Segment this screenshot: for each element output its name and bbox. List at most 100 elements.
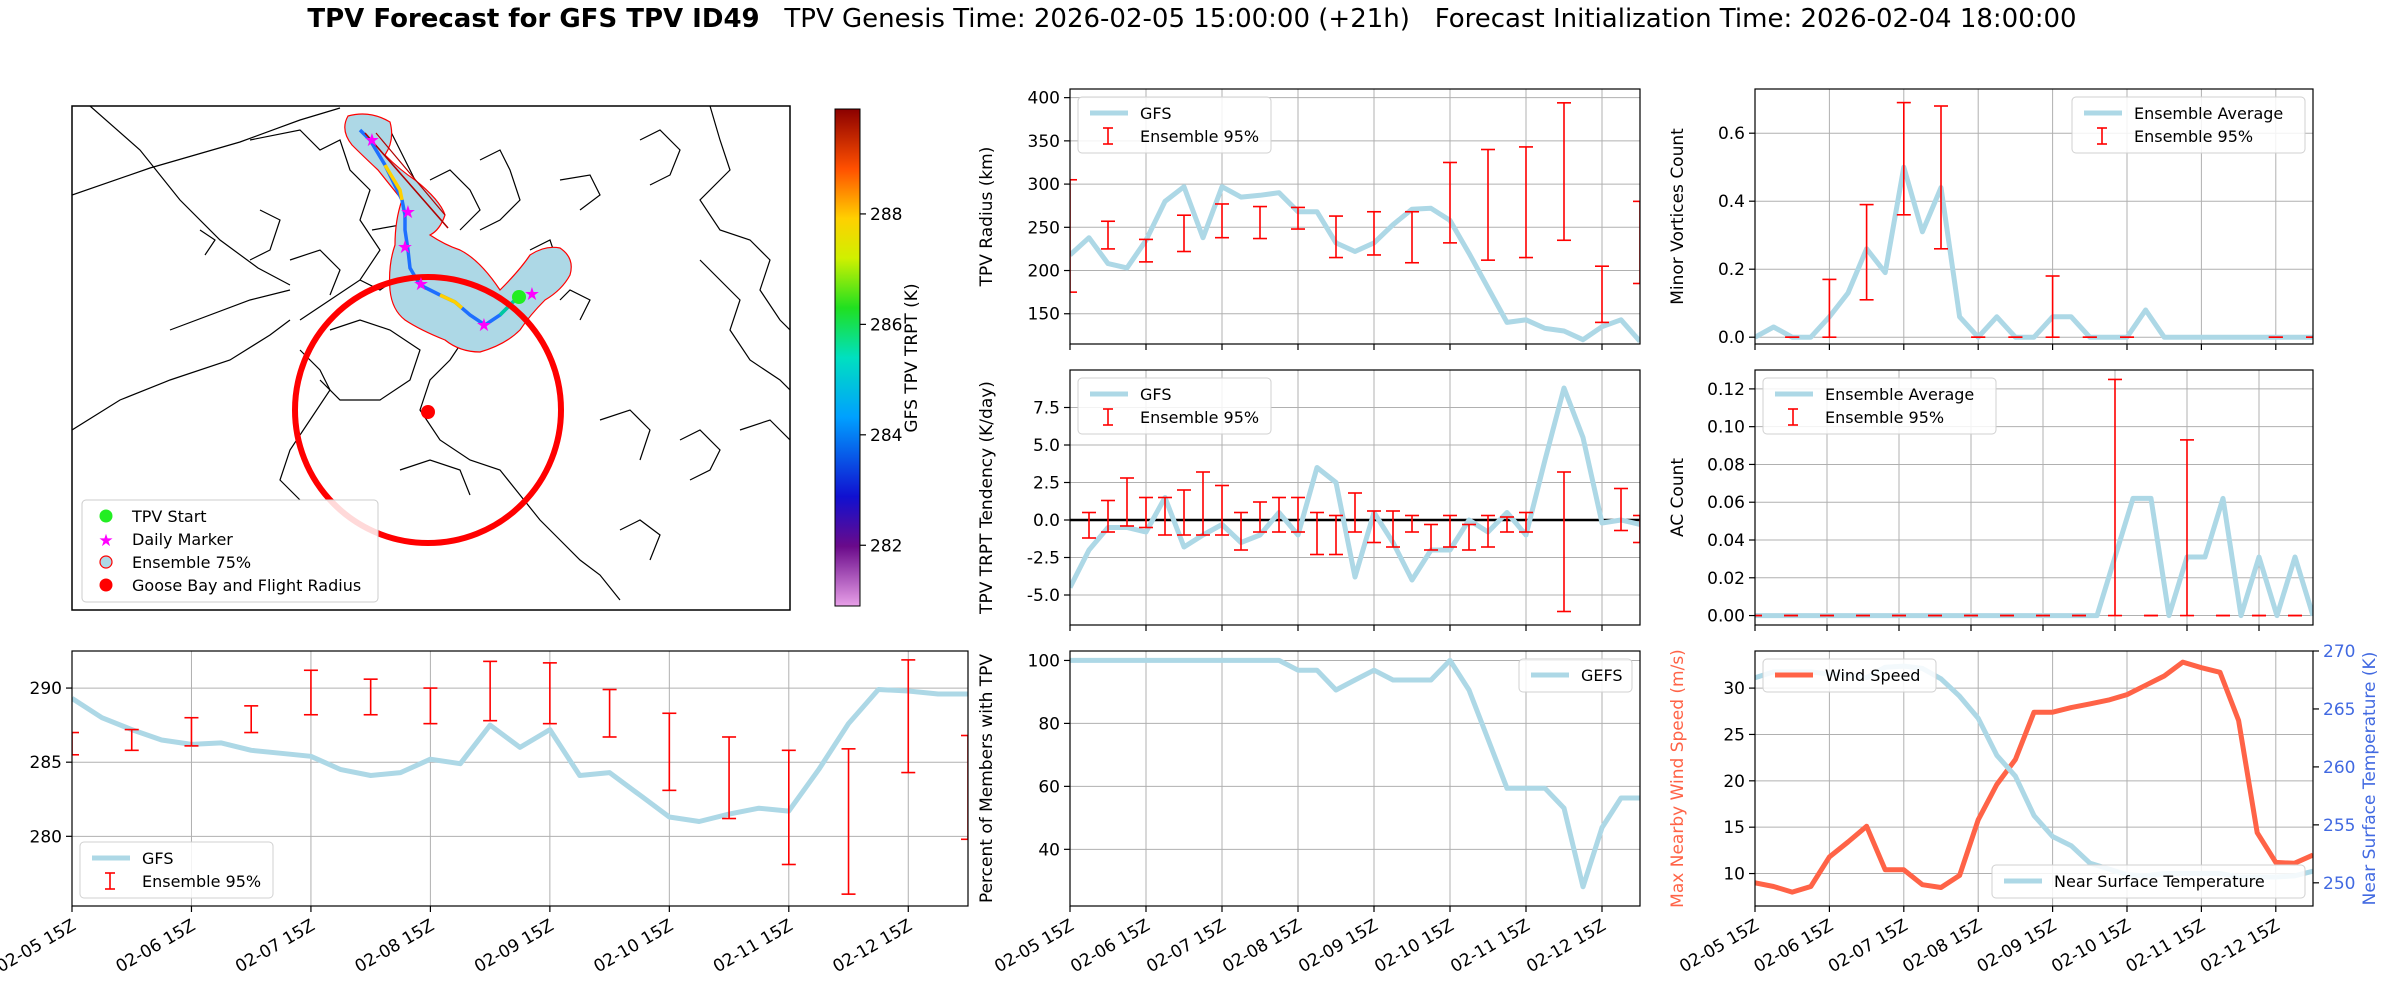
colorbar-tick-label: 284 (870, 426, 902, 446)
legend-label: GFS (1140, 385, 1171, 404)
chart-legend: Wind Speed (1762, 658, 1937, 693)
legend-swatch-errorbar (105, 872, 115, 890)
y-axis-label: AC Count (1668, 458, 1688, 537)
axes-frame (1069, 369, 1641, 626)
figure-title-rest: TPV Genesis Time: 2026-02-05 15:00:00 (+… (759, 4, 2077, 34)
y-tick-label: 0.12 (1707, 380, 1745, 400)
error-bar (542, 662, 557, 725)
error-bar (1934, 105, 1948, 250)
tpv-track-warm-2 (439, 293, 464, 310)
y-tick-label: -2.5 (1027, 549, 1060, 569)
y-tick-label: 0.02 (1707, 569, 1745, 589)
legend-daily-marker-label: Daily Marker (132, 530, 233, 549)
chart-legend: GEFS (1518, 658, 1633, 693)
error-bar (1424, 523, 1438, 551)
y-axis-label: TPV Radius (km) (977, 147, 997, 288)
y-tick-label: 25 (1723, 725, 1745, 745)
y-tick-label: 150 (1028, 305, 1060, 325)
x-tick-label: 02-06 15Z (1751, 916, 1837, 977)
error-bar (1405, 210, 1419, 264)
axes-frame (1069, 650, 1641, 907)
y-axis-label: Percent of Members with TPV (977, 654, 997, 903)
y-axis-label: TPV TRPT Tendency (K/day) (977, 381, 997, 615)
tpv-start-marker (512, 290, 526, 304)
x-tick-label: 02-11 15Z (1447, 916, 1533, 977)
x-tick-label: 02-06 15Z (113, 916, 199, 977)
chart-legend: Ensemble Average Ensemble 95% (2071, 96, 2306, 154)
y-tick-label: 0.10 (1707, 418, 1745, 438)
colorbar: 288 286 284 282 GFS TPV TRPT (K) (834, 108, 922, 607)
flight-line (364, 132, 449, 229)
daily-marker: ★ (524, 284, 540, 305)
legend-label: Ensemble 95% (2134, 127, 2253, 146)
plot-area (72, 659, 968, 895)
legend-box (2071, 96, 2306, 154)
plot-area (1755, 659, 2313, 895)
y-tick-label: 7.5 (1033, 399, 1060, 419)
y-tick-label: 5.0 (1033, 436, 1060, 456)
chart-ac_count: 0.00 0.02 0.04 0.06 0.08 0.10 0.12 AC Count Ense… (1668, 369, 2314, 631)
error-bar (423, 687, 438, 725)
error-bar (841, 748, 856, 895)
error-bar (1481, 514, 1495, 548)
error-bar (1158, 496, 1172, 536)
legend-ensemble-75-swatch (99, 555, 113, 569)
x-tick-label: 02-10 15Z (2048, 916, 2134, 977)
y-tick-label: 80 (1038, 714, 1060, 734)
chart-legend: GFS Ensemble 95% (1077, 377, 1272, 435)
error-bar (1614, 487, 1628, 532)
error-bar (1291, 496, 1305, 533)
series-line (1070, 184, 1640, 344)
error-bar (1215, 484, 1229, 536)
legend-goose-bay-label: Goose Bay and Flight Radius (132, 576, 361, 595)
y-tick-label: 400 (1028, 89, 1060, 109)
x-tick-label: 02-09 15Z (1974, 916, 2060, 977)
series-line (1070, 657, 1640, 890)
error-bar (244, 705, 259, 734)
error-bar (1196, 471, 1210, 536)
figure-title-bold: TPV Forecast for GFS TPV ID49 (307, 4, 760, 34)
legend-swatch-errorbar (2097, 127, 2107, 145)
error-bar (1519, 511, 1533, 533)
legend-tpv-start-label: TPV Start (131, 507, 207, 526)
track-map: ★ ★ ★ ★ ★ ★ TPV Start ★ Daily Marker Ens… (71, 105, 922, 611)
axes-frame (1754, 369, 2314, 626)
y-tick-label: 0.0 (1033, 511, 1060, 531)
goose-bay-flight-radius (292, 274, 564, 546)
x-tick-label: 02-12 15Z (829, 916, 915, 977)
axes-frame (1754, 650, 2314, 907)
y-tick-label: 0.4 (1718, 192, 1745, 212)
y-right-tick-label: 260 (2323, 758, 2355, 778)
error-bar (1519, 146, 1533, 259)
legend-label: GFS (142, 849, 173, 868)
plot-area (1070, 385, 1640, 613)
axes-frame (1754, 88, 2314, 345)
x-tick-label: 02-08 15Z (1899, 916, 1985, 977)
error-bar (1500, 516, 1514, 533)
error-bar (124, 728, 139, 752)
y-tick-label: 20 (1723, 772, 1745, 792)
error-bar (2108, 378, 2122, 617)
x-tick-label: 02-07 15Z (232, 916, 318, 977)
y-axis-label: TPV TRPT (K) (0, 723, 2, 834)
x-tick-label: 02-07 15Z (1825, 916, 1911, 977)
y-axis-label: Minor Vortices Count (1668, 128, 1688, 305)
map-legend: TPV Start ★ Daily Marker Ensemble 75% Go… (81, 499, 379, 603)
legend-label: GFS (1140, 104, 1171, 123)
error-bar (722, 736, 737, 820)
error-bar (1557, 471, 1571, 613)
error-bar (1253, 501, 1267, 533)
legend-daily-marker-swatch: ★ (98, 531, 113, 551)
error-bar (1101, 220, 1115, 250)
x-tick-label: 02-11 15Z (2123, 916, 2209, 977)
daily-marker: ★ (364, 130, 380, 151)
y-right-tick-label: 265 (2323, 700, 2355, 720)
y-tick-label: 40 (1038, 840, 1060, 860)
error-bar (1481, 148, 1495, 261)
y-right-tick-label: 250 (2323, 874, 2355, 894)
error-bar (1443, 161, 1457, 244)
y-tick-label: 200 (1028, 262, 1060, 282)
error-bar (781, 749, 796, 866)
legend-label: Ensemble 95% (1140, 408, 1259, 427)
